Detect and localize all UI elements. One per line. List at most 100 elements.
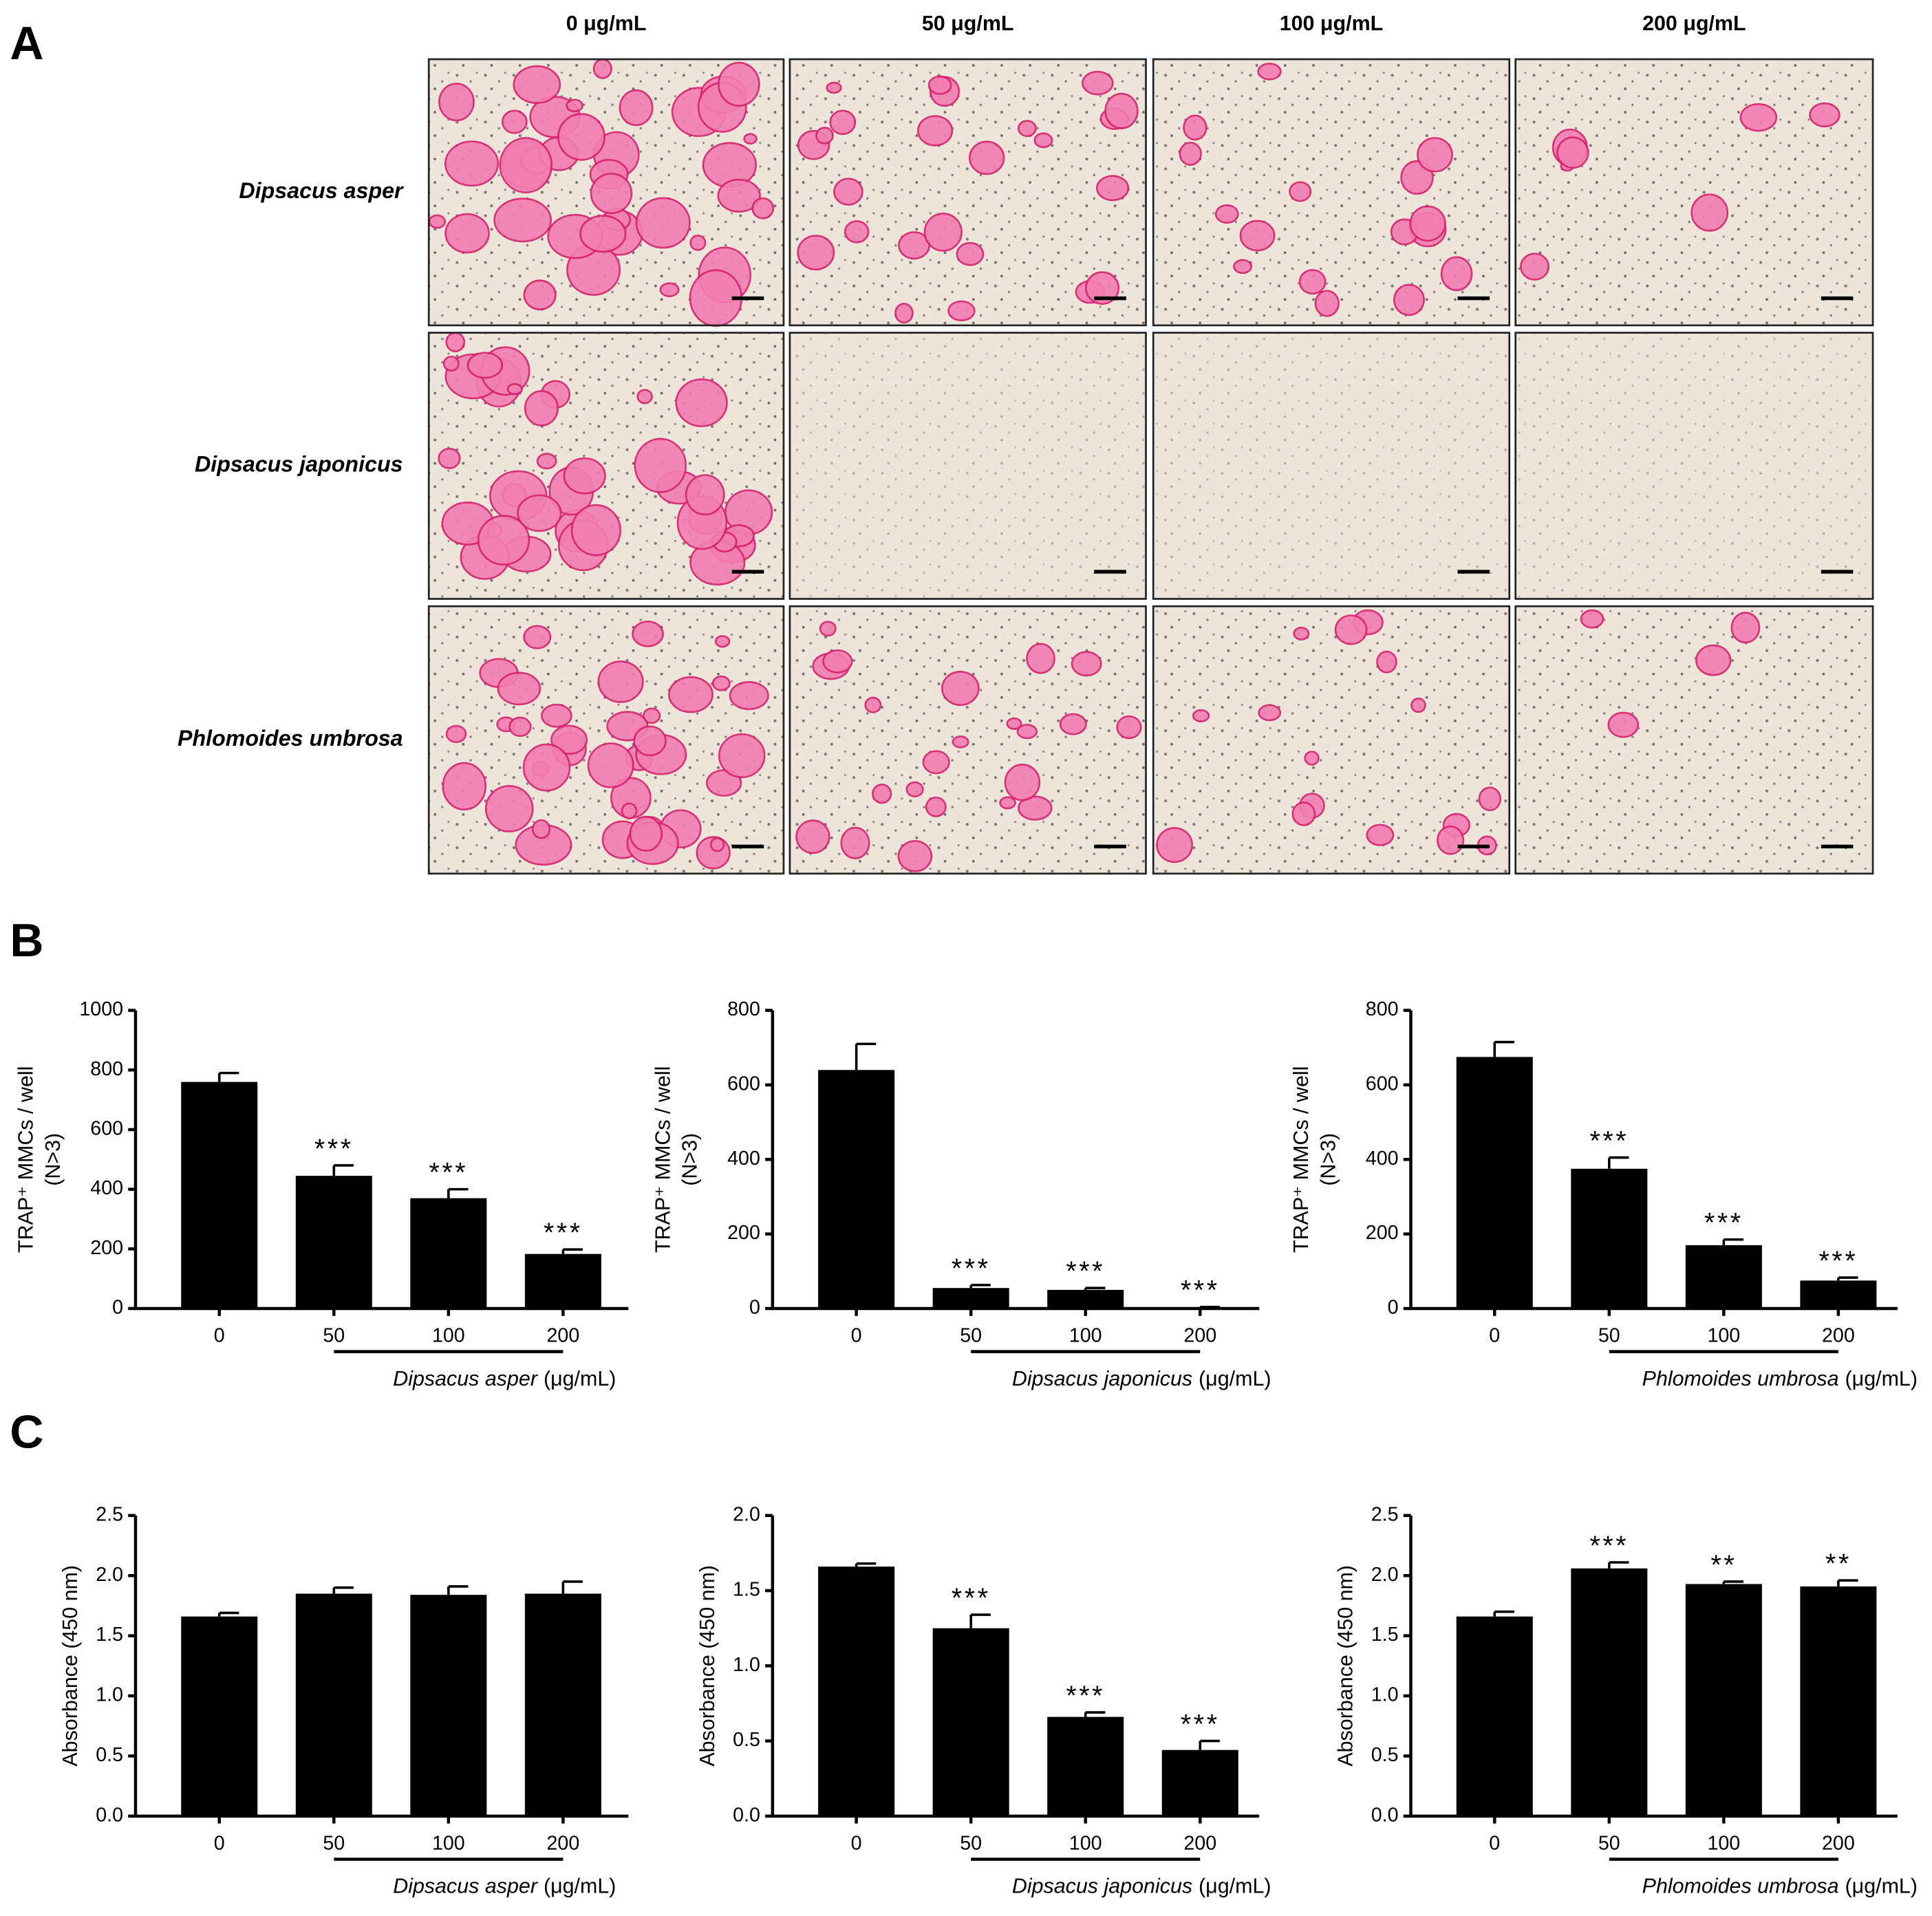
stained-cell [1739, 103, 1778, 132]
bar [932, 1628, 1009, 1816]
stained-cell [1016, 724, 1038, 740]
stained-cell [675, 378, 728, 427]
micrograph [427, 605, 785, 875]
x-label-unit: (μg/mL) [1199, 1367, 1271, 1390]
stained-cell [1026, 643, 1055, 674]
stained-cell [428, 214, 447, 229]
stained-cell [570, 504, 621, 557]
x-tick-label: 50 [1598, 1325, 1620, 1347]
micrograph [1514, 605, 1874, 875]
x-tick-label: 100 [1707, 1833, 1740, 1855]
x-tick-label: 0 [214, 1325, 225, 1347]
x-label-species: Phlomoides umbrosa [1642, 1367, 1839, 1390]
stained-cell [743, 133, 758, 145]
x-tick-label: 200 [1183, 1325, 1216, 1347]
stained-cell [438, 83, 475, 122]
column-label: 0 μg/mL [566, 12, 647, 35]
stained-cell [635, 197, 691, 249]
stained-cell [1071, 651, 1102, 677]
y-axis-label: (N>3) [1316, 1133, 1340, 1186]
micrograph [1514, 332, 1874, 600]
significance-label: *** [1589, 1531, 1629, 1561]
stained-cell [1006, 717, 1022, 730]
stained-cell [1084, 271, 1120, 305]
stained-cell [1730, 612, 1761, 644]
image-texture [1515, 332, 1874, 599]
stained-cell [718, 733, 766, 779]
y-tick-label: 400 [727, 1148, 760, 1170]
stained-cell [925, 796, 947, 817]
bar [1047, 1289, 1124, 1309]
bar [1047, 1716, 1124, 1816]
panel-label: B [10, 914, 43, 967]
stained-cell [1233, 259, 1253, 275]
x-label-unit: (μg/mL) [544, 1875, 616, 1898]
stained-cell [587, 742, 634, 788]
stained-cell [711, 675, 731, 691]
stained-cell [1059, 713, 1087, 735]
stained-cell [484, 785, 534, 832]
stained-cell [897, 840, 933, 872]
stained-cell [1436, 825, 1465, 855]
column-label: 50 μg/mL [922, 12, 1014, 35]
x-label-species: Phlomoides umbrosa [1642, 1875, 1839, 1898]
x-tick-label: 100 [432, 1325, 465, 1347]
stained-cell [826, 81, 842, 94]
y-tick-label: 200 [727, 1222, 760, 1244]
image-border [788, 605, 1147, 875]
stained-cell [1519, 252, 1550, 281]
stained-cell [999, 796, 1016, 810]
stained-cell [541, 703, 572, 728]
bar [1800, 1586, 1877, 1816]
y-tick-label: 600 [1366, 1073, 1399, 1095]
bar [1685, 1245, 1762, 1309]
column-label: 200 μg/mL [1642, 12, 1746, 35]
stained-cell [629, 815, 663, 852]
stained-cell [444, 140, 500, 187]
stained-cell [927, 75, 952, 95]
significance-label: *** [952, 1253, 991, 1284]
stained-cell [522, 743, 571, 792]
y-tick-label: 200 [90, 1237, 123, 1259]
y-tick-label: 2.5 [1371, 1503, 1399, 1525]
y-tick-label: 0.5 [733, 1729, 760, 1751]
y-tick-label: 0.0 [96, 1804, 123, 1826]
stained-cell [642, 707, 661, 724]
stained-cell [524, 390, 559, 427]
bar [1685, 1584, 1762, 1816]
y-tick-label: 0 [112, 1297, 123, 1319]
x-label-species: Dipsacus japonicus [1012, 1875, 1192, 1898]
stained-cell [864, 696, 882, 713]
image-border [427, 58, 785, 327]
y-tick-label: 1.0 [733, 1654, 760, 1676]
image-border [427, 332, 785, 600]
stained-cell [508, 716, 532, 738]
stained-cell [1417, 137, 1453, 173]
stained-cell [718, 61, 760, 107]
stained-cell [621, 802, 638, 819]
significance-label: *** [1704, 1208, 1743, 1238]
stained-cell [1410, 698, 1426, 713]
significance-label: *** [1066, 1256, 1105, 1287]
significance-label: ** [1825, 1549, 1852, 1579]
bar [932, 1288, 1009, 1309]
stained-cell [1033, 132, 1053, 149]
image-border [788, 58, 1147, 327]
row-label: Dipsacus asper [239, 178, 404, 203]
row-label: Phlomoides umbrosa [178, 726, 403, 751]
bar [524, 1253, 601, 1309]
micrograph [427, 332, 785, 600]
stained-cell [438, 447, 461, 469]
x-axis-label: Dipsacus japonicus (μg/mL) [1012, 1875, 1271, 1898]
stained-cell [493, 197, 552, 243]
y-tick-label: 2.0 [733, 1503, 760, 1525]
y-tick-label: 200 [1366, 1222, 1399, 1244]
stained-cell [1478, 786, 1502, 812]
x-axis-label: Dipsacus asper (μg/mL) [393, 1875, 616, 1898]
x-label-species: Dipsacus asper [393, 1367, 539, 1390]
stained-cell [1179, 141, 1202, 166]
stained-cell [1257, 63, 1282, 80]
x-tick-label: 100 [432, 1833, 465, 1855]
row-label: Dipsacus japonicus [195, 452, 403, 477]
